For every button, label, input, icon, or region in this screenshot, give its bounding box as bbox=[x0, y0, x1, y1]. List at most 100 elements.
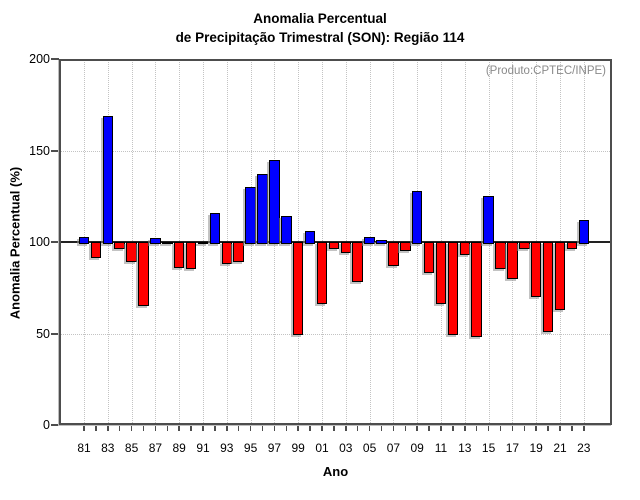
bar-year-2003 bbox=[340, 242, 352, 253]
y-tick-label: 150 bbox=[29, 143, 50, 158]
x-tick bbox=[83, 425, 85, 431]
y-tick bbox=[51, 241, 59, 243]
x-tick-label: 09 bbox=[410, 441, 424, 455]
y-tick bbox=[51, 424, 59, 426]
x-tick bbox=[297, 425, 299, 431]
x-tick bbox=[321, 425, 323, 431]
bar-year-2022 bbox=[566, 242, 578, 250]
x-tick bbox=[118, 425, 121, 431]
x-tick bbox=[392, 425, 395, 431]
bar-year-2006 bbox=[376, 240, 387, 244]
bar-year-1982 bbox=[90, 242, 102, 259]
bar-year-2013 bbox=[459, 242, 471, 255]
bar-year-2009 bbox=[411, 190, 423, 244]
x-tick-label: 21 bbox=[553, 441, 567, 455]
x-tick-label: 91 bbox=[196, 441, 210, 455]
bar-year-2015 bbox=[483, 196, 494, 244]
y-tick-label: 100 bbox=[29, 235, 50, 249]
bar-year-1989 bbox=[173, 242, 185, 268]
bar-year-1998 bbox=[281, 216, 292, 244]
x-tick bbox=[547, 425, 549, 431]
bar-year-2011 bbox=[435, 242, 447, 305]
x-tick bbox=[95, 425, 97, 431]
y-tick bbox=[51, 58, 59, 60]
bar-year-2008 bbox=[400, 242, 411, 252]
x-tick-label: 89 bbox=[172, 441, 186, 455]
x-tick-label: 23 bbox=[577, 441, 591, 455]
bar-year-2005 bbox=[364, 236, 375, 244]
x-tick bbox=[345, 425, 347, 431]
y-tick bbox=[51, 149, 59, 152]
x-tick bbox=[499, 425, 502, 431]
bar-year-2018 bbox=[519, 242, 530, 250]
bar-year-2017 bbox=[507, 242, 518, 279]
bar-year-1992 bbox=[209, 212, 221, 244]
x-tick bbox=[487, 425, 490, 431]
bar-year-2007 bbox=[388, 242, 399, 266]
bar-year-2019 bbox=[530, 242, 542, 297]
x-tick bbox=[380, 425, 383, 431]
bar-year-1985 bbox=[126, 242, 137, 263]
bar-year-2001 bbox=[316, 242, 328, 305]
x-tick bbox=[130, 425, 133, 431]
x-tick bbox=[226, 425, 228, 431]
bar-year-1990 bbox=[185, 242, 197, 270]
x-tick bbox=[523, 425, 526, 431]
bar-year-2021 bbox=[554, 242, 566, 310]
x-tick bbox=[261, 425, 264, 431]
bar-year-1995 bbox=[245, 187, 256, 244]
x-tick bbox=[273, 425, 276, 431]
source-annotation: (Produto:CPTEC/INPE) bbox=[485, 65, 606, 77]
x-tick bbox=[309, 425, 311, 431]
x-tick bbox=[356, 425, 359, 431]
bar-year-2016 bbox=[495, 242, 506, 270]
x-tick bbox=[333, 425, 335, 431]
horizontal-gridline bbox=[59, 333, 612, 335]
bar-year-2004 bbox=[352, 242, 363, 283]
x-tick-label: 13 bbox=[458, 441, 472, 455]
x-tick-label: 99 bbox=[291, 441, 305, 455]
x-tick bbox=[404, 425, 407, 431]
x-tick bbox=[440, 425, 442, 431]
bar-year-1983 bbox=[102, 115, 114, 244]
x-tick bbox=[166, 425, 169, 431]
x-tick-label: 97 bbox=[267, 441, 282, 455]
y-tick-label: 0 bbox=[43, 418, 50, 432]
x-tick bbox=[428, 425, 430, 431]
plot-area: (Produto:CPTEC/INPE) bbox=[51, 58, 612, 431]
bar-year-1999 bbox=[292, 242, 304, 336]
bar-year-2002 bbox=[328, 242, 340, 250]
bar-year-1988 bbox=[162, 242, 173, 244]
x-tick bbox=[202, 425, 204, 431]
x-tick bbox=[416, 425, 418, 431]
x-tick bbox=[535, 425, 537, 431]
x-tick-label: 15 bbox=[481, 441, 496, 455]
x-tick bbox=[142, 425, 145, 431]
x-tick-label: 01 bbox=[315, 441, 329, 455]
x-tick-label: 17 bbox=[505, 441, 520, 455]
x-tick-label: 93 bbox=[220, 441, 234, 455]
bar-year-1997 bbox=[269, 159, 280, 244]
bar-year-1991 bbox=[197, 242, 209, 244]
bar-year-1981 bbox=[78, 236, 90, 244]
x-tick bbox=[452, 425, 454, 431]
y-tick-label: 50 bbox=[36, 326, 50, 341]
chart-title-line2: de Precipitação Trimestral (SON): Região… bbox=[175, 30, 465, 45]
x-tick-label: 87 bbox=[148, 441, 163, 455]
y-tick-label: 200 bbox=[29, 52, 50, 66]
x-tick-label: 05 bbox=[362, 441, 377, 455]
y-tick bbox=[51, 332, 59, 335]
chart-title: Anomalia Percentual de Precipitação Trim… bbox=[0, 9, 640, 47]
bar-year-2012 bbox=[447, 242, 459, 336]
x-tick-label: 19 bbox=[529, 441, 543, 455]
bar-year-1984 bbox=[114, 242, 125, 250]
x-tick-label: 03 bbox=[339, 441, 353, 455]
x-tick bbox=[511, 425, 514, 431]
x-tick bbox=[464, 425, 466, 431]
x-tick bbox=[190, 425, 192, 431]
x-tick bbox=[178, 425, 180, 431]
bar-year-2000 bbox=[304, 231, 316, 244]
x-tick bbox=[285, 425, 288, 431]
x-tick-label: 81 bbox=[77, 441, 91, 455]
